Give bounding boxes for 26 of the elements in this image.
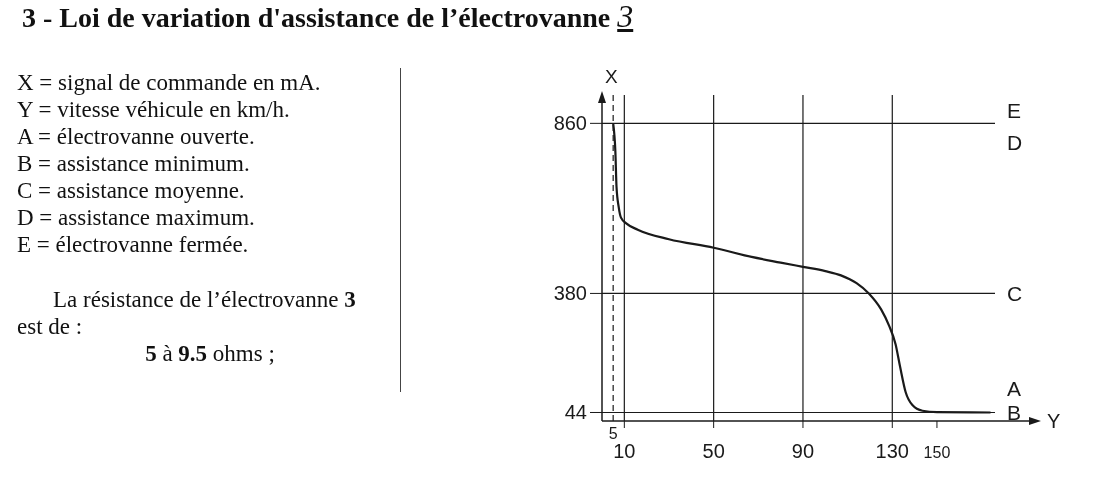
x-tick-label: 150: [923, 444, 951, 461]
x-tick-label: 10: [613, 440, 636, 462]
text: 3 - Loi de variation d'assistance de l’électrovanne 3: [22, 0, 634, 34]
text: D = assistance maximum.: [17, 205, 255, 230]
text: A = électrovanne ouverte.: [17, 124, 255, 149]
ref-line-label: A: [1007, 376, 1022, 400]
text: 5 à 9.5 ohms ;: [145, 341, 275, 366]
annotation: B: [1007, 400, 1022, 424]
y-tick-label: 44: [564, 401, 587, 424]
ref-line-label: C: [1007, 281, 1023, 305]
x-axis-title: Y: [1047, 410, 1061, 432]
text: B = assistance minimum.: [17, 151, 250, 176]
x-tick-label: 50: [702, 440, 725, 462]
text: X = signal de commande en mA.: [17, 70, 321, 95]
ref-line-label: E: [1007, 98, 1022, 122]
text: E = électrovanne fermée.: [17, 232, 249, 257]
text: Y = vitesse véhicule en km/h.: [17, 97, 290, 122]
text: C = assistance moyenne.: [17, 178, 245, 203]
y-tick-label: 860: [553, 112, 587, 135]
y-tick-label: 380: [553, 282, 587, 305]
annotation: D: [1007, 130, 1023, 154]
y-axis-title: X: [605, 66, 618, 87]
ref-line-label: 5: [608, 425, 618, 442]
text: La résistance de l’électrovanne 3 est de :: [17, 287, 356, 339]
x-tick-label: 130: [875, 440, 909, 462]
x-tick-label: 90: [791, 440, 815, 462]
